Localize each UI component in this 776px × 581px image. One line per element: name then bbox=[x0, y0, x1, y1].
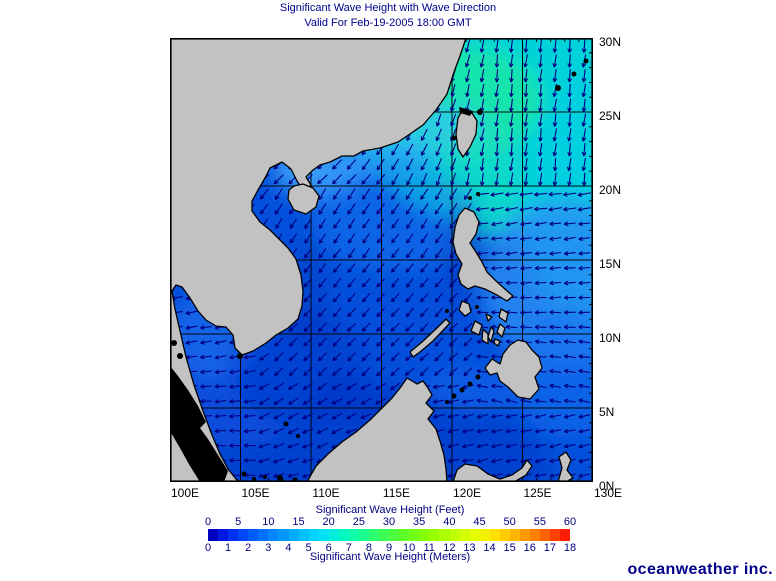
lon-label-130E: 130E bbox=[593, 486, 623, 500]
feet-tick-45: 45 bbox=[473, 516, 486, 528]
colorbar-segment-6 bbox=[268, 529, 279, 541]
feet-tick-0: 0 bbox=[204, 516, 212, 528]
land-layer bbox=[170, 38, 574, 482]
lat-label-25N: 25N bbox=[599, 109, 622, 123]
colorbar-segment-22 bbox=[429, 529, 440, 541]
meter-tick-7: 7 bbox=[345, 542, 352, 554]
colorbar-segment-15 bbox=[358, 529, 369, 541]
feet-tick-25: 25 bbox=[352, 516, 365, 528]
meter-tick-6: 6 bbox=[325, 542, 332, 554]
colorbar-segment-33 bbox=[540, 529, 551, 541]
meter-tick-10: 10 bbox=[402, 542, 416, 554]
chart-subtitle: Valid For Feb-19-2005 18:00 GMT bbox=[304, 17, 472, 29]
meter-tick-15: 15 bbox=[503, 542, 516, 554]
colorbar-segment-31 bbox=[519, 529, 530, 541]
meter-tick-12: 12 bbox=[443, 542, 456, 554]
lon-label-110E: 110E bbox=[312, 486, 340, 500]
colorbar-segment-29 bbox=[499, 529, 510, 541]
colorbar-segment-16 bbox=[369, 529, 380, 541]
colorbar-segment-17 bbox=[379, 529, 390, 541]
map-layers bbox=[170, 38, 593, 482]
legend-meters-label: Significant Wave Height (Meters) bbox=[309, 551, 471, 563]
colorbar-segment-14 bbox=[348, 529, 359, 541]
meter-tick-16: 16 bbox=[523, 542, 536, 554]
colorbar-segment-9 bbox=[298, 529, 309, 541]
colorbar-segment-12 bbox=[328, 529, 339, 541]
colorbar-segment-21 bbox=[419, 529, 430, 541]
lon-label-125E: 125E bbox=[523, 486, 552, 500]
colorbar-segment-7 bbox=[278, 529, 289, 541]
lon-label-115E: 115E bbox=[382, 486, 411, 500]
colorbar-segment-10 bbox=[308, 529, 319, 541]
feet-tick-50: 50 bbox=[503, 516, 516, 528]
map-canvas bbox=[170, 38, 593, 482]
meter-tick-0: 0 bbox=[204, 542, 212, 554]
colorbar-segment-25 bbox=[459, 529, 470, 541]
colorbar-segment-19 bbox=[399, 529, 410, 541]
lat-label-20N: 20N bbox=[599, 183, 622, 197]
feet-tick-35: 35 bbox=[413, 516, 426, 528]
meter-tick-2: 2 bbox=[245, 542, 252, 554]
colorbar-segment-28 bbox=[489, 529, 500, 541]
colorbar-segment-35 bbox=[560, 529, 571, 541]
feet-tick-55: 55 bbox=[533, 516, 546, 528]
feet-tick-40: 40 bbox=[443, 516, 456, 528]
meter-tick-13: 13 bbox=[463, 542, 476, 554]
meter-tick-4: 4 bbox=[285, 542, 292, 554]
colorbar-segment-1 bbox=[218, 529, 229, 541]
feet-tick-60: 60 bbox=[563, 516, 577, 528]
feet-tick-20: 20 bbox=[322, 516, 335, 528]
lat-label-10N: 10N bbox=[599, 331, 622, 345]
lon-label-105E: 105E bbox=[241, 486, 270, 500]
meter-tick-1: 1 bbox=[225, 542, 232, 554]
meter-tick-17: 17 bbox=[543, 542, 556, 554]
feet-tick-30: 30 bbox=[382, 516, 396, 528]
lat-label-0N: 0N bbox=[599, 479, 615, 493]
lat-label-30N: 30N bbox=[599, 35, 622, 49]
map-border bbox=[170, 38, 593, 482]
lat-label-15N: 15N bbox=[599, 257, 622, 271]
feet-tick-15: 15 bbox=[292, 516, 305, 528]
colorbar-segment-34 bbox=[550, 529, 561, 541]
colorbar-segment-18 bbox=[389, 529, 400, 541]
colorbar-segment-32 bbox=[530, 529, 541, 541]
colorbar-segment-26 bbox=[469, 529, 480, 541]
brand-logo: oceanweather inc. bbox=[627, 561, 773, 578]
colorbar-segment-20 bbox=[409, 529, 420, 541]
colorbar bbox=[208, 529, 571, 541]
meter-tick-3: 3 bbox=[265, 542, 272, 554]
colorbar-segment-0 bbox=[208, 529, 219, 541]
colorbar-segment-5 bbox=[258, 529, 269, 541]
meter-tick-9: 9 bbox=[385, 542, 393, 554]
colorbar-segment-24 bbox=[449, 529, 460, 541]
feet-tick-5: 5 bbox=[235, 516, 242, 528]
colorbar-segment-3 bbox=[238, 529, 249, 541]
lat-label-5N: 5N bbox=[599, 405, 615, 419]
meter-tick-8: 8 bbox=[365, 542, 372, 554]
colorbar-segment-4 bbox=[248, 529, 259, 541]
meter-tick-14: 14 bbox=[483, 542, 496, 554]
dark-islands-layer bbox=[170, 47, 593, 482]
lon-label-100E: 100E bbox=[170, 486, 200, 500]
meter-tick-18: 18 bbox=[563, 542, 577, 554]
lon-label-120E: 120E bbox=[452, 486, 482, 500]
feet-tick-10: 10 bbox=[262, 516, 275, 528]
chart-title: Significant Wave Height with Wave Direct… bbox=[279, 2, 497, 14]
colorbar-segment-11 bbox=[318, 529, 329, 541]
colorbar-segment-30 bbox=[509, 529, 520, 541]
colorbar-segment-8 bbox=[288, 529, 299, 541]
colorbar-segment-27 bbox=[479, 529, 490, 541]
colorbar-segment-23 bbox=[439, 529, 450, 541]
colorbar-segment-2 bbox=[228, 529, 239, 541]
meter-tick-11: 11 bbox=[423, 542, 435, 554]
legend-feet-label: Significant Wave Height (Feet) bbox=[315, 504, 465, 516]
meter-tick-5: 5 bbox=[305, 542, 312, 554]
colorbar-segment-13 bbox=[338, 529, 349, 541]
